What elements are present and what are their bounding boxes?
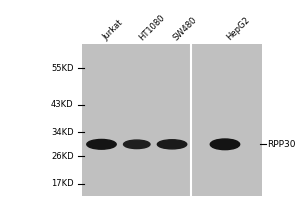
- Text: HepG2: HepG2: [225, 16, 252, 42]
- Text: Jurkat: Jurkat: [101, 19, 125, 42]
- Ellipse shape: [210, 139, 240, 150]
- Text: HT1080: HT1080: [137, 13, 166, 42]
- Text: 43KD: 43KD: [51, 100, 74, 109]
- Ellipse shape: [157, 140, 187, 149]
- Ellipse shape: [124, 140, 150, 149]
- Ellipse shape: [87, 139, 116, 149]
- Bar: [82, 44, 262, 196]
- Text: 55KD: 55KD: [51, 64, 74, 73]
- Text: 26KD: 26KD: [51, 152, 74, 161]
- Text: 34KD: 34KD: [51, 128, 74, 137]
- Text: 17KD: 17KD: [51, 179, 74, 188]
- Text: SW480: SW480: [172, 15, 199, 42]
- Text: RPP30: RPP30: [268, 140, 296, 149]
